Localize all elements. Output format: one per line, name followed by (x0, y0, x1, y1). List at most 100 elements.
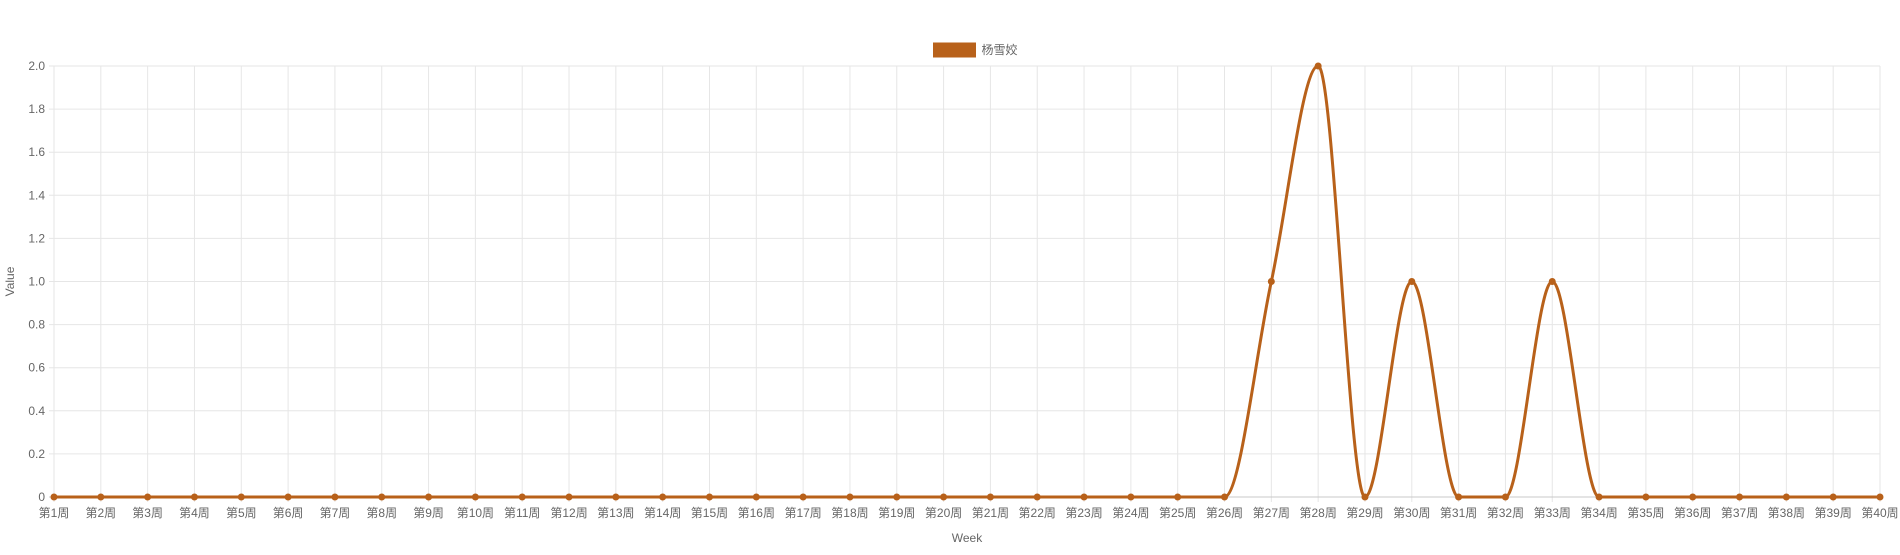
data-point[interactable] (50, 493, 58, 501)
data-point[interactable] (237, 493, 245, 501)
grid (49, 65, 1881, 502)
data-point[interactable] (425, 493, 433, 501)
data-point[interactable] (1033, 493, 1041, 501)
data-point[interactable] (190, 493, 198, 501)
y-tick-label: 2.0 (28, 59, 45, 73)
x-tick-label: 第9周 (413, 506, 444, 520)
x-tick-label: 第30周 (1393, 506, 1430, 520)
x-tick-label: 第1周 (39, 506, 70, 520)
data-point[interactable] (1314, 62, 1322, 70)
legend-swatch[interactable] (933, 42, 976, 58)
x-tick-label: 第29周 (1346, 506, 1383, 520)
x-tick-label: 第34周 (1580, 506, 1617, 520)
data-point[interactable] (1501, 493, 1509, 501)
x-tick-label: 第2周 (85, 506, 116, 520)
x-tick-label: 第8周 (366, 506, 397, 520)
x-axis-ticks: 第1周 第2周 第3周 第4周 第5周 第6周 第7周 第8周 第9周 第10周 第11周 第12周第… (39, 506, 1899, 520)
y-tick-label: 0.2 (28, 447, 45, 461)
x-tick-label: 第7周 (320, 506, 351, 520)
legend[interactable]: 杨雪姣 (933, 42, 1018, 58)
x-tick-label: 第21周 (972, 506, 1009, 520)
data-point[interactable] (705, 493, 713, 501)
data-point[interactable] (940, 493, 948, 501)
data-point[interactable] (1267, 278, 1275, 285)
data-point[interactable] (1876, 493, 1884, 501)
data-point[interactable] (331, 493, 339, 501)
x-tick-label: 第25周 (1159, 506, 1196, 520)
x-tick-label: 第15周 (691, 506, 728, 520)
data-point[interactable] (1548, 278, 1556, 285)
data-point[interactable] (1736, 493, 1744, 501)
data-point[interactable] (1221, 493, 1229, 501)
y-axis-title: Value (3, 266, 17, 296)
data-point[interactable] (659, 493, 667, 501)
x-tick-label: 第26周 (1206, 506, 1243, 520)
y-tick-label: 1.6 (28, 145, 45, 159)
x-tick-label: 第33周 (1534, 506, 1571, 520)
y-tick-label: 1.4 (28, 188, 45, 202)
x-axis-title: Week (952, 531, 983, 545)
data-point[interactable] (799, 493, 807, 501)
x-tick-label: 第40周 (1861, 506, 1898, 520)
x-tick-label: 第24周 (1112, 506, 1149, 520)
y-tick-label: 0.6 (28, 361, 45, 375)
data-point[interactable] (1595, 493, 1603, 501)
y-tick-label: 0 (38, 490, 45, 504)
x-tick-label: 第18周 (831, 506, 868, 520)
x-tick-label: 第31周 (1440, 506, 1477, 520)
data-point[interactable] (378, 493, 386, 501)
series-line (54, 64, 1881, 499)
data-point[interactable] (1174, 493, 1182, 501)
y-axis-ticks: 0 0.2 0.4 0.6 0.8 1.0 1.2 1.4 1.6 1.8 2.0 (28, 59, 45, 504)
x-tick-label: 第32周 (1487, 506, 1524, 520)
x-tick-label: 第20周 (925, 506, 962, 520)
y-tick-label: 1.8 (28, 102, 45, 116)
data-point[interactable] (846, 493, 854, 501)
x-tick-label: 第39周 (1814, 506, 1851, 520)
data-point[interactable] (1689, 493, 1697, 501)
data-point[interactable] (752, 493, 760, 501)
x-tick-label: 第4周 (179, 506, 210, 520)
x-tick-label: 第38周 (1768, 506, 1805, 520)
data-point[interactable] (1080, 493, 1088, 501)
x-tick-label: 第12周 (550, 506, 587, 520)
x-tick-label: 第16周 (738, 506, 775, 520)
legend-label[interactable]: 杨雪姣 (982, 42, 1018, 57)
series-layer (50, 62, 1884, 501)
data-point[interactable] (565, 493, 573, 501)
x-tick-label: 第10周 (457, 506, 494, 520)
y-tick-label: 0.8 (28, 318, 45, 332)
data-point[interactable] (144, 493, 152, 501)
x-tick-label: 第36周 (1674, 506, 1711, 520)
data-point[interactable] (1782, 493, 1790, 501)
data-point[interactable] (1455, 493, 1463, 501)
data-point[interactable] (284, 493, 292, 501)
x-tick-label: 第3周 (132, 506, 163, 520)
data-point[interactable] (612, 493, 620, 501)
x-tick-label: 第14周 (644, 506, 681, 520)
data-point[interactable] (1642, 493, 1650, 501)
y-tick-label: 0.4 (28, 404, 45, 418)
data-point[interactable] (893, 493, 901, 501)
x-tick-label: 第11周 (504, 506, 540, 520)
data-point[interactable] (986, 493, 994, 501)
data-point[interactable] (471, 493, 479, 501)
x-tick-label: 第17周 (784, 506, 821, 520)
x-tick-label: 第35周 (1627, 506, 1664, 520)
x-tick-label: 第5周 (226, 506, 257, 520)
x-tick-label: 第22周 (1019, 506, 1056, 520)
y-tick-label: 1.2 (28, 231, 45, 245)
x-tick-label: 第28周 (1299, 506, 1336, 520)
data-point[interactable] (1361, 493, 1369, 501)
x-tick-label: 第19周 (878, 506, 915, 520)
data-point[interactable] (1408, 278, 1416, 285)
x-tick-label: 第37周 (1721, 506, 1758, 520)
data-point[interactable] (518, 493, 526, 501)
data-point[interactable] (1829, 493, 1837, 501)
data-point[interactable] (97, 493, 105, 501)
x-tick-label: 第13周 (597, 506, 634, 520)
x-tick-label: 第27周 (1253, 506, 1290, 520)
x-tick-label: 第6周 (273, 506, 304, 520)
data-point[interactable] (1127, 493, 1135, 501)
